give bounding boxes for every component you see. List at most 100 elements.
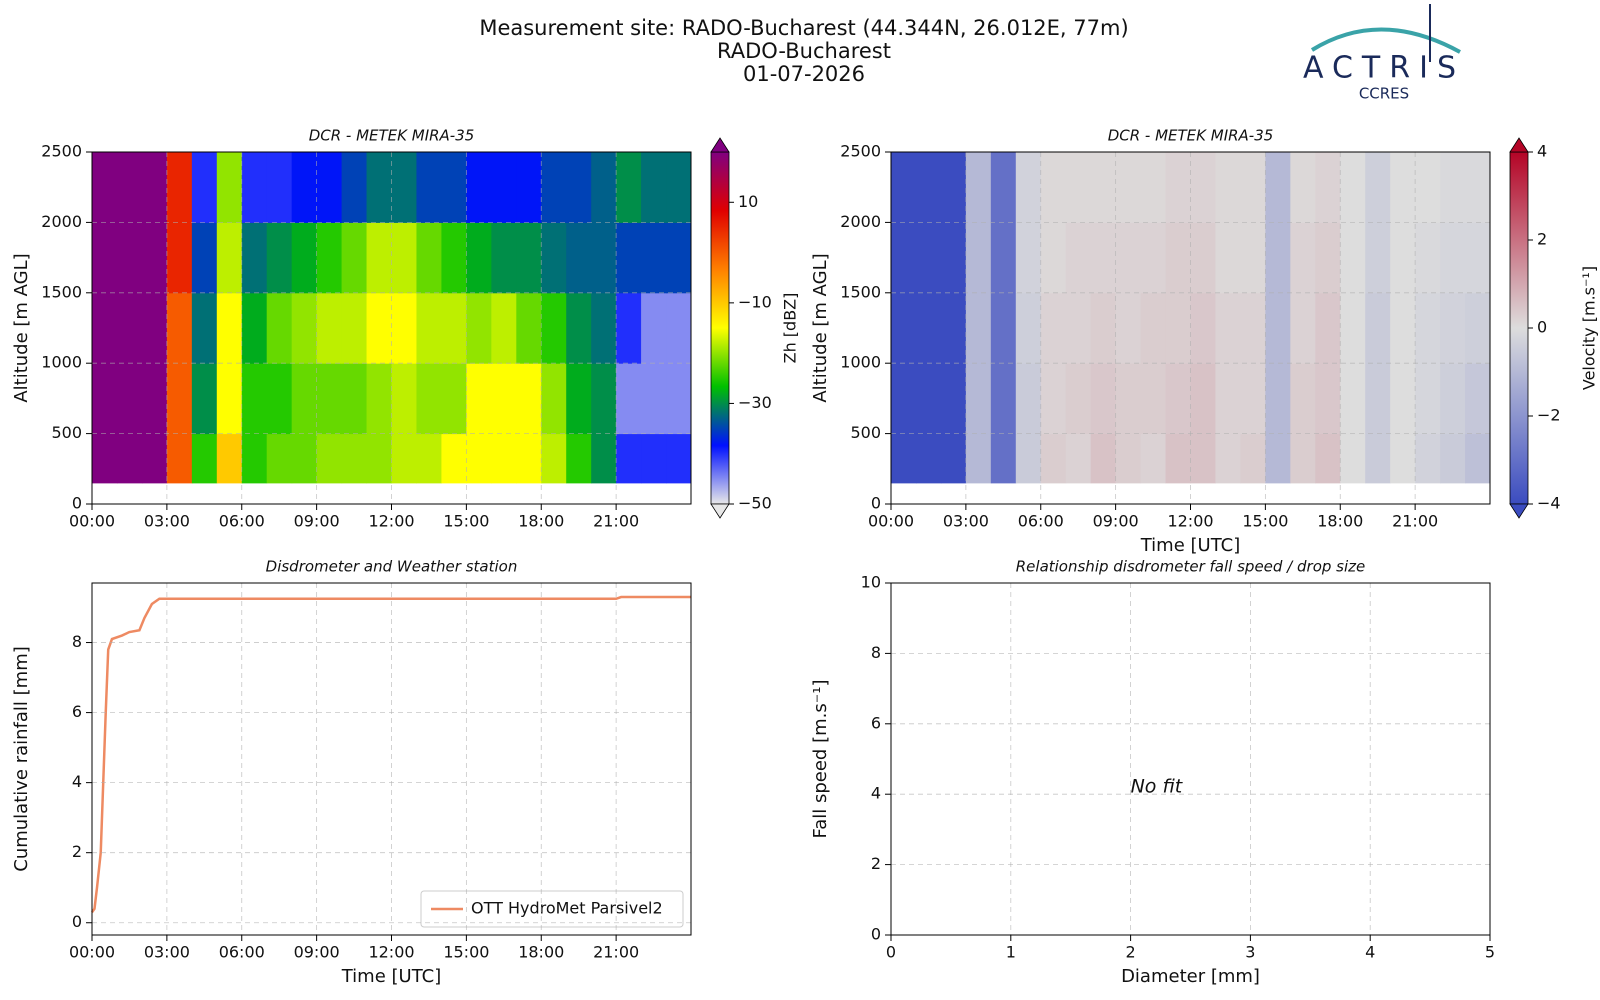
heatmap-cell bbox=[1090, 222, 1117, 294]
heatmap-cell bbox=[641, 222, 667, 294]
heatmap-cell bbox=[241, 222, 268, 294]
heatmap-cell bbox=[1015, 363, 1042, 435]
heatmap-cell bbox=[141, 222, 168, 294]
heatmap-cell bbox=[466, 222, 492, 294]
heatmap-cell bbox=[516, 363, 542, 435]
heatmap-cell bbox=[491, 292, 517, 364]
legend-label: OTT HydroMet Parsivel2 bbox=[471, 899, 663, 918]
y-tick-label: 6 bbox=[871, 713, 881, 732]
heatmap-cell bbox=[1040, 222, 1067, 294]
heatmap-cell bbox=[641, 152, 667, 223]
heatmap-cell bbox=[1265, 152, 1291, 223]
heatmap-cell bbox=[1365, 222, 1391, 294]
chart-title: Disdrometer and Weather station bbox=[266, 558, 518, 576]
chart-title: DCR - METEK MIRA-35 bbox=[1108, 127, 1274, 145]
heatmap-cell bbox=[915, 292, 942, 364]
heatmap-cell bbox=[1065, 222, 1092, 294]
x-tick-label: 21:00 bbox=[593, 943, 639, 962]
heatmap-cell bbox=[1240, 222, 1266, 294]
heatmap-cell bbox=[416, 433, 442, 484]
heatmap-cell bbox=[366, 292, 392, 364]
heatmap-cell bbox=[541, 152, 567, 223]
heatmap-cell bbox=[1115, 152, 1142, 223]
heatmap-cell bbox=[915, 152, 942, 223]
heatmap-cell bbox=[92, 292, 118, 364]
header-line: RADO-Bucharest bbox=[717, 39, 891, 63]
heatmap-cell bbox=[965, 222, 992, 294]
heatmap-cell bbox=[891, 152, 917, 223]
heatmap-cell bbox=[965, 292, 992, 364]
heatmap-cell bbox=[266, 152, 293, 223]
heatmap-cell bbox=[1390, 433, 1416, 484]
heatmap-cell bbox=[1115, 433, 1142, 484]
heatmap-cell bbox=[1390, 292, 1416, 364]
heatmap-cell bbox=[266, 292, 293, 364]
heatmap-cell bbox=[1240, 292, 1266, 364]
heatmap-cell bbox=[216, 363, 243, 435]
heatmap-cell bbox=[1190, 152, 1216, 223]
y-axis-label: Altitude [m AGL] bbox=[11, 253, 32, 402]
y-tick-label: 2 bbox=[871, 854, 881, 873]
heatmap-cell bbox=[1040, 363, 1067, 435]
heatmap-cell bbox=[191, 292, 218, 364]
x-tick-label: 03:00 bbox=[144, 943, 190, 962]
y-tick-label: 500 bbox=[51, 423, 82, 442]
heatmap-cell bbox=[466, 292, 492, 364]
heatmap-cell bbox=[1115, 363, 1142, 435]
x-tick-label: 06:00 bbox=[219, 512, 265, 531]
heatmap-cell bbox=[92, 433, 118, 484]
x-tick-label: 12:00 bbox=[1167, 512, 1213, 531]
heatmap-cell bbox=[1290, 292, 1316, 364]
heatmap-cell bbox=[1240, 433, 1266, 484]
heatmap-cell bbox=[116, 222, 143, 294]
heatmap-cell bbox=[1340, 433, 1366, 484]
heatmap-cell bbox=[1165, 152, 1191, 223]
heatmap-cell bbox=[166, 152, 193, 223]
x-tick-label: 18:00 bbox=[518, 943, 564, 962]
heatmap-cell bbox=[1440, 363, 1466, 435]
y-tick-label: 0 bbox=[72, 494, 82, 513]
x-tick-label: 12:00 bbox=[368, 512, 414, 531]
heatmap-cell bbox=[166, 222, 193, 294]
heatmap-cell bbox=[1340, 222, 1366, 294]
colorbar-tick-label: −30 bbox=[738, 393, 772, 412]
heatmap-cell bbox=[566, 222, 592, 294]
x-tick-label: 09:00 bbox=[294, 943, 340, 962]
y-tick-label: 1000 bbox=[840, 353, 881, 372]
heatmap-cell bbox=[666, 433, 692, 484]
heatmap-cell bbox=[1015, 222, 1042, 294]
heatmap-cell bbox=[1215, 433, 1241, 484]
y-tick-label: 6 bbox=[72, 702, 82, 721]
x-tick-label: 03:00 bbox=[144, 512, 190, 531]
heatmap-cell bbox=[391, 222, 417, 294]
heatmap-cell bbox=[541, 433, 567, 484]
heatmap-cell bbox=[1140, 152, 1167, 223]
heatmap-cell bbox=[990, 433, 1017, 484]
chart-title: Relationship disdrometer fall speed / dr… bbox=[1016, 558, 1366, 576]
heatmap-cell bbox=[1190, 292, 1216, 364]
y-axis-label: Cumulative rainfall [mm] bbox=[11, 646, 32, 872]
heatmap-cell bbox=[1415, 363, 1441, 435]
heatmap-cell bbox=[1115, 292, 1142, 364]
colorbar-label: Zh [dBZ] bbox=[781, 293, 800, 364]
logo-arc bbox=[1310, 27, 1461, 54]
heatmap-cell bbox=[1090, 292, 1117, 364]
heatmap-cell bbox=[191, 433, 218, 484]
logo-subtext: CCRES bbox=[1359, 85, 1409, 103]
y-tick-label: 2000 bbox=[41, 212, 82, 231]
x-tick-label: 0 bbox=[886, 943, 896, 962]
heatmap-cell bbox=[616, 433, 642, 484]
heatmap-cell bbox=[891, 292, 917, 364]
heatmap-cell bbox=[416, 222, 442, 294]
heatmap-cell bbox=[166, 363, 193, 435]
heatmap-cell bbox=[1315, 222, 1341, 294]
heatmap-cell bbox=[441, 433, 467, 484]
heatmap-cell bbox=[391, 152, 417, 223]
heatmap-cell bbox=[1065, 292, 1092, 364]
heatmap-cell bbox=[1090, 363, 1117, 435]
heatmap-cell bbox=[1290, 433, 1316, 484]
heatmap-cell bbox=[491, 222, 517, 294]
heatmap-cell bbox=[1465, 292, 1491, 364]
x-tick-label: 2 bbox=[1126, 943, 1136, 962]
y-tick-label: 0 bbox=[871, 925, 881, 944]
